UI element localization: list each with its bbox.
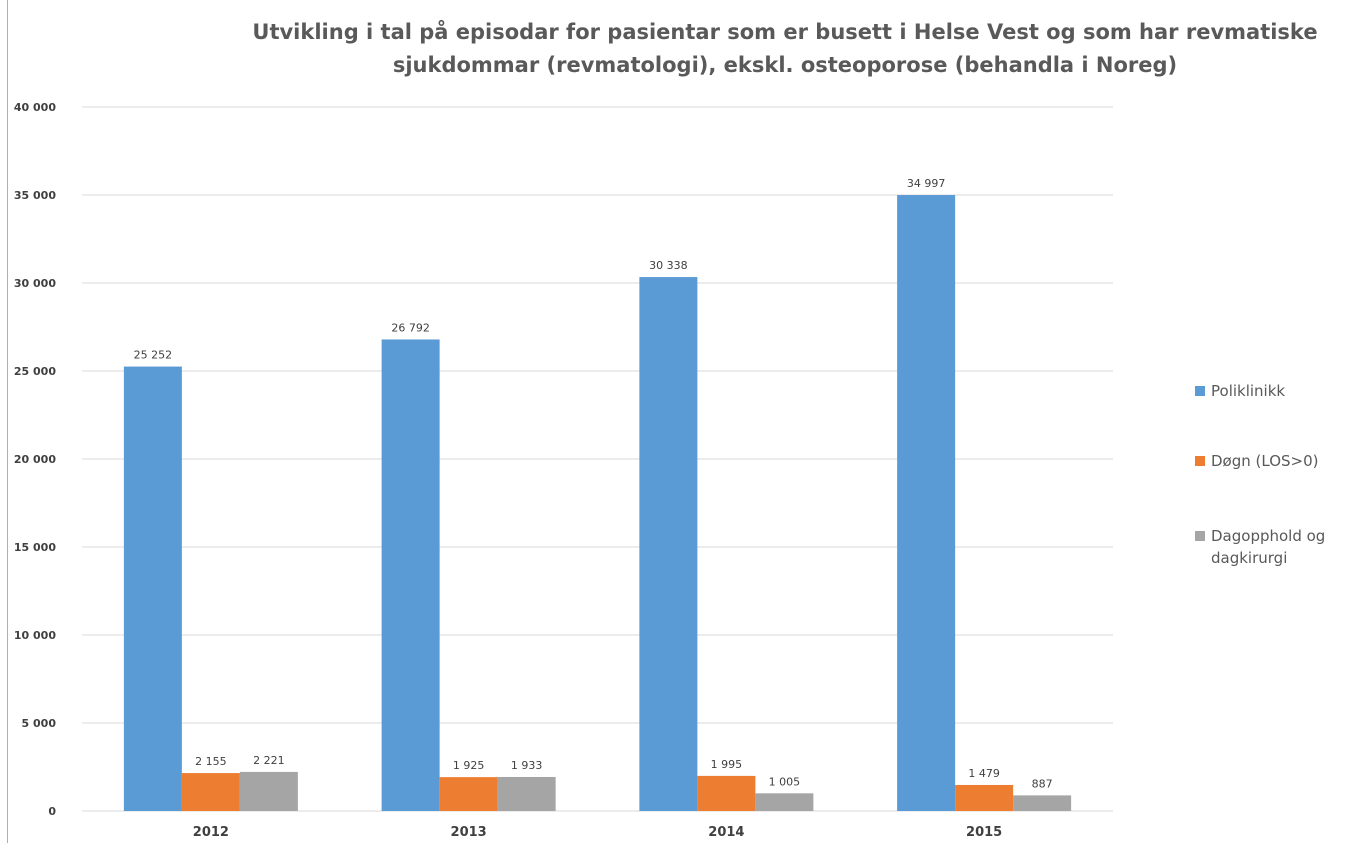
y-tick-label: 30 000 [14, 277, 56, 290]
bar [439, 777, 498, 811]
legend-swatch-poliklinikk [1195, 386, 1205, 396]
legend-label: Poliklinikk [1211, 382, 1286, 400]
bar [123, 366, 182, 811]
y-tick-label: 0 [48, 805, 56, 818]
bar [639, 277, 698, 811]
y-axis-ticks: 0 5 000 10 000 15 000 20 000 25 000 30 000 35 0… [14, 101, 56, 818]
y-tick-label: 15 000 [14, 541, 56, 554]
data-label: 25 252 [134, 349, 173, 362]
data-label: 887 [1032, 777, 1053, 790]
legend-item-dogn: Døgn (LOS>0) [1195, 450, 1351, 472]
bar [897, 195, 956, 811]
data-label: 1 995 [711, 758, 743, 771]
bar [755, 793, 814, 811]
legend-label: Døgn (LOS>0) [1211, 452, 1319, 470]
y-tick-label: 25 000 [14, 365, 56, 378]
x-axis-ticks: 2012 2013 2014 2015 [193, 825, 1002, 840]
y-tick-label: 10 000 [14, 629, 56, 642]
bar [239, 771, 298, 811]
data-label: 34 997 [907, 177, 946, 190]
data-label: 26 792 [391, 321, 430, 334]
legend-swatch-dogn [1195, 456, 1205, 466]
x-tick-label: 2014 [708, 825, 744, 840]
x-tick-label: 2015 [966, 825, 1002, 840]
gridlines [82, 106, 1113, 812]
chart-frame [7, 0, 1357, 843]
data-label: 2 155 [195, 755, 227, 768]
y-tick-label: 40 000 [14, 101, 56, 114]
data-label: 1 005 [769, 775, 801, 788]
chart-title: Utvikling i tal på episodar for pasienta… [252, 20, 1318, 77]
bar [497, 776, 556, 811]
bar [955, 784, 1014, 811]
legend-item-dagopphold: Dagopphold og dagkirurgi [1195, 525, 1351, 569]
data-label: 2 221 [253, 754, 285, 767]
bar [1013, 795, 1072, 811]
data-label: 1 933 [511, 759, 543, 772]
y-tick-label: 5 000 [22, 717, 57, 730]
bar [381, 339, 440, 811]
data-label: 30 338 [649, 259, 688, 272]
y-tick-label: 35 000 [14, 189, 56, 202]
data-label: 1 479 [968, 767, 1000, 780]
y-tick-label: 20 000 [14, 453, 56, 466]
bar [181, 773, 240, 811]
bars [123, 195, 1072, 811]
x-tick-label: 2013 [451, 825, 487, 840]
data-label: 1 925 [453, 759, 485, 772]
legend-item-poliklinikk: Poliklinikk [1195, 380, 1351, 402]
legend-label: Dagopphold og dagkirurgi [1211, 527, 1326, 567]
data-labels: 25 252 2 155 2 221 26 792 1 925 1 933 30 338 1 … [134, 177, 1053, 790]
legend-swatch-dagopphold [1195, 531, 1205, 541]
x-tick-label: 2012 [193, 825, 229, 840]
bar [697, 775, 756, 811]
